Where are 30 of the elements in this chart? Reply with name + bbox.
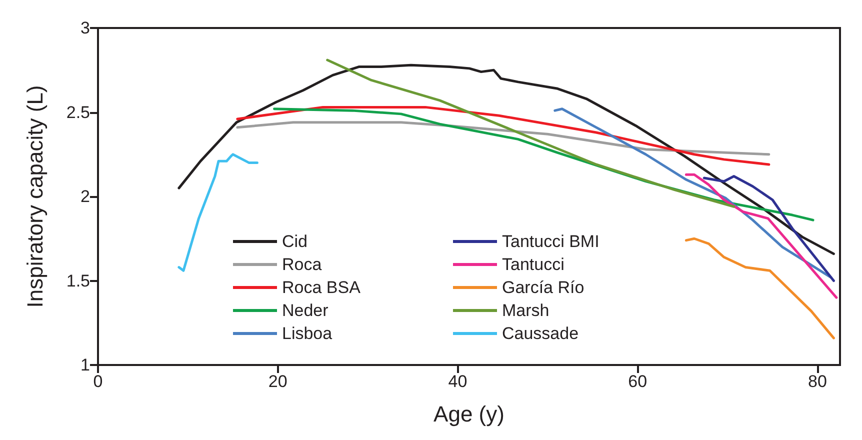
line-series bbox=[702, 175, 835, 282]
line-series bbox=[178, 153, 258, 272]
x-tick-label: 60 bbox=[628, 372, 648, 391]
legend-label: Roca bbox=[282, 255, 322, 274]
line-series bbox=[684, 237, 835, 340]
y-axis-title: Inspiratory capacity (L) bbox=[22, 85, 48, 308]
x-tick-label: 0 bbox=[93, 372, 103, 391]
x-axis-title: Age (y) bbox=[434, 402, 504, 426]
line-series bbox=[178, 64, 835, 256]
y-tick-label: 3 bbox=[80, 18, 90, 38]
line-series bbox=[326, 58, 736, 208]
legend-label: Tantucci bbox=[502, 255, 564, 274]
y-tick-label: 1.5 bbox=[66, 271, 90, 290]
legend-label: Tantucci BMI bbox=[502, 232, 600, 251]
y-tick-label: 2.5 bbox=[66, 102, 90, 122]
legend-label: Marsh bbox=[502, 301, 550, 320]
x-tick-label: 40 bbox=[448, 372, 468, 391]
x-tick-label: 80 bbox=[808, 372, 827, 391]
legend-label: Caussade bbox=[502, 324, 579, 343]
line-series bbox=[684, 173, 838, 299]
x-tick-label: 20 bbox=[268, 372, 288, 391]
legend-label: Cid bbox=[282, 232, 308, 251]
line-series bbox=[236, 106, 770, 166]
y-tick-label: 1 bbox=[80, 356, 90, 374]
legend-label: Lisboa bbox=[282, 324, 333, 343]
y-tick-label: 2 bbox=[80, 187, 90, 206]
legend-label: García Río bbox=[502, 278, 584, 297]
legend-label: Roca BSA bbox=[282, 278, 362, 297]
legend-label: Neder bbox=[282, 301, 329, 320]
line-series bbox=[236, 121, 770, 156]
